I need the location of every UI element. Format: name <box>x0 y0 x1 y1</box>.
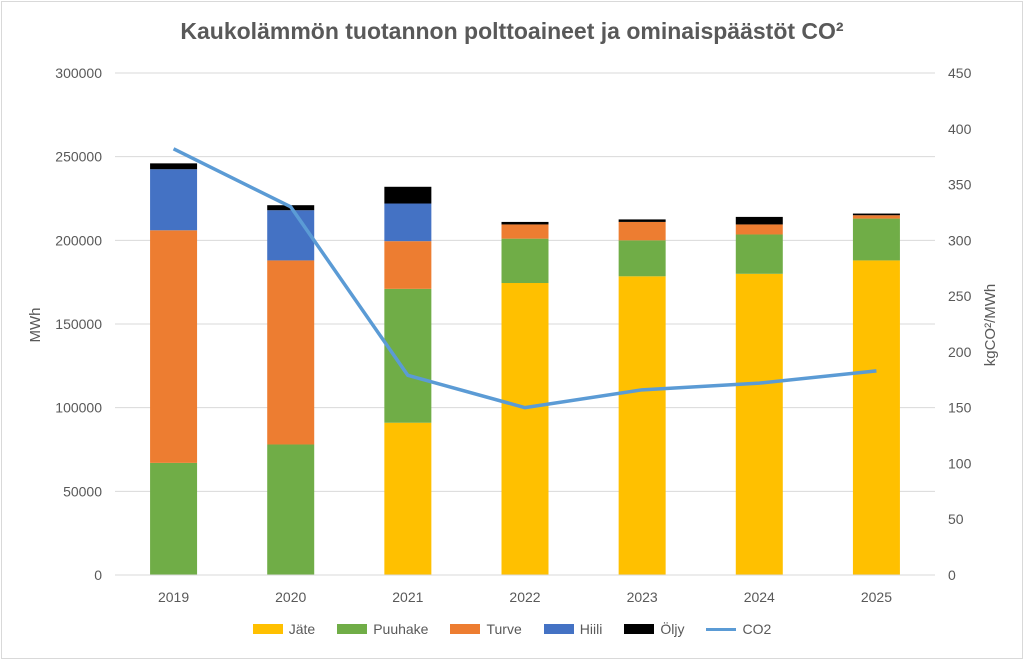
x-tick-label: 2019 <box>158 589 189 605</box>
bar-öljy-2019 <box>150 163 198 170</box>
x-tick-label: 2025 <box>861 589 892 605</box>
bar-öljy-2025 <box>852 213 900 216</box>
bar-puuhake-2022 <box>501 238 549 284</box>
legend-swatch <box>450 624 481 634</box>
co2-line <box>172 147 877 410</box>
y2-tick-label: 50 <box>948 511 964 527</box>
y-tick-label: 100000 <box>55 400 102 416</box>
y2-tick-label: 200 <box>948 344 972 360</box>
y2-tick-label: 450 <box>948 65 972 81</box>
legend-label: Jäte <box>288 621 316 637</box>
x-tick-label: 2021 <box>392 589 423 605</box>
legend-label: Öljy <box>660 621 685 637</box>
legend-item: Hiili <box>543 621 603 637</box>
legend-swatch <box>624 624 655 634</box>
bar-öljy-2023 <box>618 219 666 222</box>
x-tick-label: 2023 <box>627 589 658 605</box>
bar-puuhake-2020 <box>267 444 315 575</box>
legend-swatch <box>543 624 574 634</box>
bar-turve-2022 <box>501 224 549 239</box>
bar-turve-2025 <box>852 215 900 219</box>
y-tick-label: 150000 <box>55 316 102 332</box>
bar-puuhake-2023 <box>618 240 666 277</box>
bar-öljy-2021 <box>384 186 432 204</box>
bar-turve-2020 <box>267 260 315 445</box>
x-tick-label: 2020 <box>275 589 306 605</box>
bar-jäte-2022 <box>501 283 549 575</box>
bar-hiili-2021 <box>384 203 432 242</box>
bar-jäte-2021 <box>384 422 432 575</box>
bar-öljy-2024 <box>735 216 783 225</box>
legend: Jäte Puuhake Turve Hiili Öljy CO2 <box>0 621 1024 637</box>
legend-swatch <box>706 627 737 631</box>
bar-puuhake-2025 <box>852 218 900 261</box>
bar-puuhake-2019 <box>150 462 198 575</box>
legend-item: Turve <box>450 621 522 637</box>
bar-öljy-2022 <box>501 221 549 225</box>
bar-turve-2019 <box>150 230 198 463</box>
y-tick-label: 250000 <box>55 149 102 165</box>
y2-tick-label: 150 <box>948 400 972 416</box>
legend-swatch <box>337 624 368 634</box>
x-tick-label: 2024 <box>744 589 775 605</box>
x-tick-label: 2022 <box>509 589 540 605</box>
bar-jäte-2024 <box>735 273 783 575</box>
legend-label: Puuhake <box>373 621 429 637</box>
y-tick-label: 300000 <box>55 65 102 81</box>
legend-item: Puuhake <box>337 621 428 637</box>
y2-tick-label: 250 <box>948 288 972 304</box>
legend-label: Hiili <box>579 621 603 637</box>
bar-puuhake-2024 <box>735 234 783 274</box>
legend-label: CO2 <box>742 621 772 637</box>
bar-turve-2024 <box>735 224 783 235</box>
bar-turve-2021 <box>384 241 432 289</box>
legend-swatch <box>252 624 283 634</box>
bar-jäte-2023 <box>618 276 666 575</box>
bar-hiili-2020 <box>267 210 315 261</box>
legend-item: Öljy <box>624 621 684 637</box>
bar-jäte-2025 <box>852 260 900 575</box>
y-tick-label: 0 <box>94 567 102 583</box>
legend-item: CO2 <box>706 621 771 637</box>
y-tick-label: 200000 <box>55 232 102 248</box>
legend-label: Turve <box>486 621 522 637</box>
y2-tick-label: 100 <box>948 455 972 471</box>
legend-item: Jäte <box>252 621 316 637</box>
y2-axis-title: kgCO²/MWh <box>982 284 999 367</box>
bar-turve-2023 <box>618 221 666 241</box>
y2-tick-label: 0 <box>948 567 956 583</box>
y-tick-label: 50000 <box>63 483 102 499</box>
y2-tick-label: 350 <box>948 177 972 193</box>
y2-tick-label: 300 <box>948 232 972 248</box>
chart-title: Kaukolämmön tuotannon polttoaineet ja om… <box>180 18 844 44</box>
y-axis-title: MWh <box>27 308 44 343</box>
bar-hiili-2019 <box>150 169 198 231</box>
bar-puuhake-2021 <box>384 288 432 423</box>
y2-tick-label: 400 <box>948 121 972 137</box>
